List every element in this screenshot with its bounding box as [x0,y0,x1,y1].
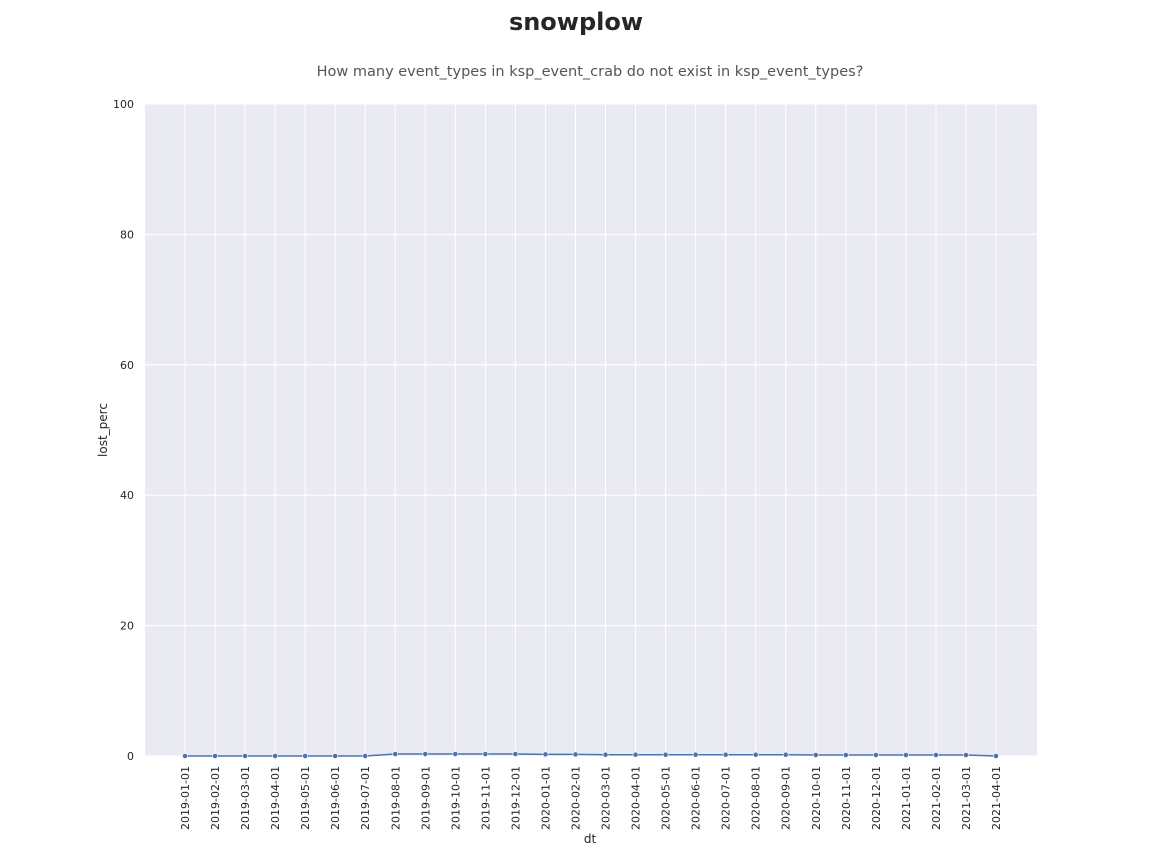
x-tick-label: 2019-04-01 [269,766,282,830]
data-point [872,752,879,758]
grid-lines [145,103,1037,757]
data-point [512,751,519,757]
y-tick-label: 0 [127,750,134,763]
x-tick-label: 2019-05-01 [299,766,312,830]
data-point [902,752,909,758]
data-point [242,753,248,759]
x-tick-label: 2021-01-01 [900,766,913,830]
data-point [933,752,939,758]
x-tick-label: 2019-07-01 [359,766,372,830]
x-tick-label: 2019-09-01 [419,766,432,830]
y-tick-label: 100 [113,98,134,111]
x-tick-label: 2019-02-01 [209,766,222,830]
data-point [422,751,429,757]
chart-subtitle: How many event_types in ksp_event_crab d… [316,64,864,80]
x-tick-label: 2019-08-01 [389,766,402,830]
data-point [722,751,729,758]
x-tick-label: 2019-03-01 [239,766,252,830]
x-tick-label: 2019-01-01 [179,766,192,830]
data-point [392,751,399,757]
data-point [572,751,579,758]
y-axis-label: lost_perc [96,403,110,457]
x-tick-label: 2020-12-01 [870,766,883,830]
chart-title: snowplow [508,8,644,36]
data-point [842,752,849,758]
data-point [452,751,459,757]
data-point [332,753,339,759]
y-tick-label: 20 [120,620,134,633]
x-tick-label: 2020-03-01 [600,766,613,830]
data-point [692,751,699,758]
data-point [212,753,218,759]
x-tick-label: 2019-12-01 [509,766,522,830]
y-tick-label: 40 [120,489,134,502]
y-tick-label: 80 [120,228,134,241]
data-point [362,753,369,759]
x-tick-label: 2020-08-01 [750,766,763,830]
x-tick-label: 2020-04-01 [630,766,643,830]
plot-area [145,104,1037,756]
data-points [182,751,999,759]
x-tick-label: 2020-05-01 [660,766,673,830]
x-tick-label: 2020-10-01 [810,766,823,830]
x-tick-label: 2020-01-01 [539,766,552,830]
data-point [993,753,999,759]
data-point [782,751,789,758]
x-tick-label: 2020-07-01 [720,766,733,830]
y-axis: 0 20 40 60 80 100 [113,98,134,763]
x-tick-label: 2020-06-01 [690,766,703,830]
data-point [752,751,759,758]
x-tick-label: 2020-02-01 [569,766,582,830]
data-point [963,752,969,758]
x-tick-label: 2020-09-01 [780,766,793,830]
x-tick-label: 2021-04-01 [990,766,1003,830]
data-point [302,753,309,759]
series-line [185,753,997,757]
data-point [542,751,549,758]
x-tick-label: 2019-10-01 [449,766,462,830]
x-tick-label: 2021-03-01 [960,766,973,830]
y-tick-label: 60 [120,359,134,372]
data-point [482,751,489,757]
x-axis-label: dt [584,832,597,846]
data-point [182,753,188,759]
x-tick-label: 2021-02-01 [930,766,943,830]
data-point [272,753,279,759]
x-tick-label: 2019-11-01 [479,766,492,830]
data-point [662,751,669,758]
data-point [812,752,819,758]
x-tick-label: 2020-11-01 [840,766,853,830]
x-axis: 2019-01-01 2019-02-01 2019-03-01 2019-04-01… [179,766,1003,830]
data-point [632,751,639,758]
data-point [602,751,609,758]
x-tick-label: 2019-06-01 [329,766,342,830]
